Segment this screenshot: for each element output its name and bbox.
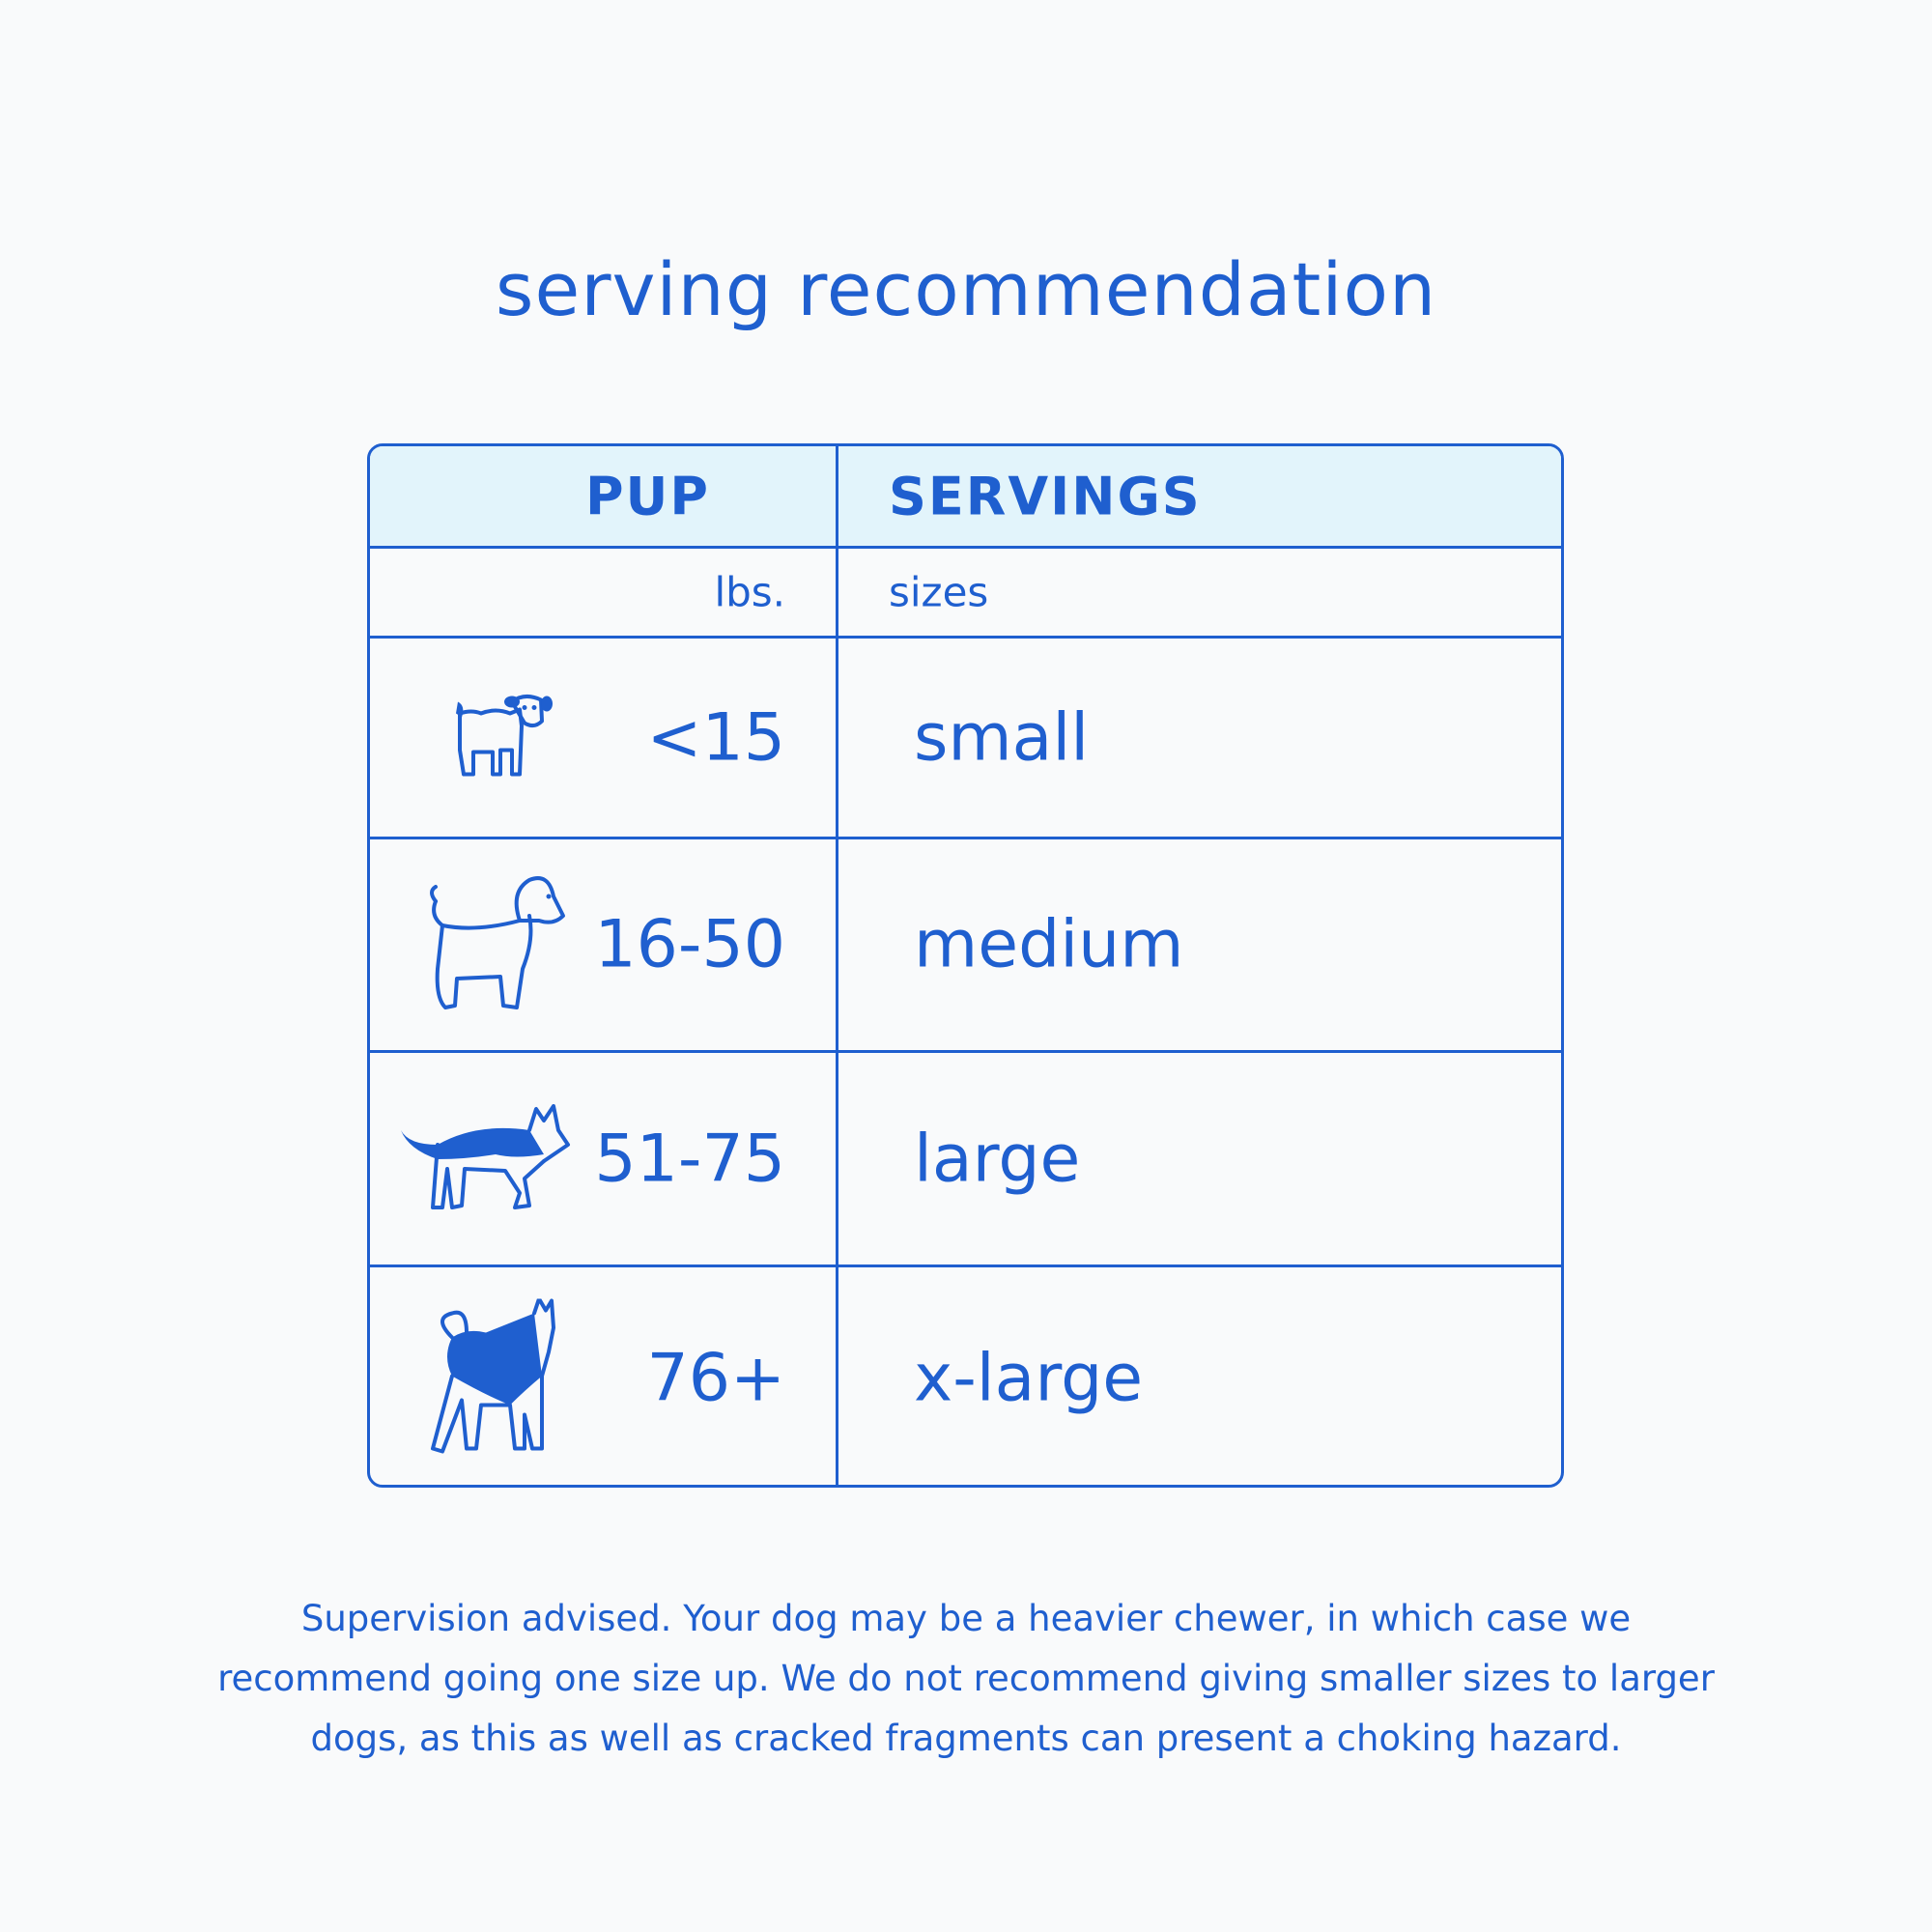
- page-title: serving recommendation: [495, 246, 1437, 332]
- footnote: Supervision advised. Your dog may be a h…: [217, 1598, 1715, 1759]
- table-row: 16-50 medium: [370, 839, 1561, 1053]
- table-row: 51-75 large: [370, 1053, 1561, 1267]
- weight-value: 76+: [646, 1340, 785, 1416]
- size-value: medium: [914, 906, 1184, 983]
- pup-header: PUP: [584, 466, 710, 526]
- weight-value: <15: [646, 699, 785, 776]
- size-value: small: [914, 699, 1090, 776]
- serving-table: PUP SERVINGS lbs. sizes <15 small: [367, 443, 1564, 1488]
- shepherd-dog-icon: [401, 1103, 570, 1209]
- small-dog-icon: [456, 694, 553, 776]
- units-row: lbs. sizes: [370, 549, 1561, 639]
- servings-header: SERVINGS: [889, 466, 1202, 526]
- husky-icon: [431, 1298, 555, 1453]
- header-row: PUP SERVINGS: [370, 446, 1561, 549]
- poodle-icon: [430, 876, 565, 1009]
- table-row: <15 small: [370, 639, 1561, 839]
- weight-value: 16-50: [594, 906, 785, 983]
- size-value: large: [914, 1121, 1081, 1197]
- servings-unit: sizes: [889, 568, 989, 616]
- weight-value: 51-75: [594, 1121, 785, 1197]
- pup-unit: lbs.: [714, 568, 785, 616]
- table-row: 76+ x-large: [370, 1267, 1561, 1485]
- size-value: x-large: [914, 1340, 1144, 1416]
